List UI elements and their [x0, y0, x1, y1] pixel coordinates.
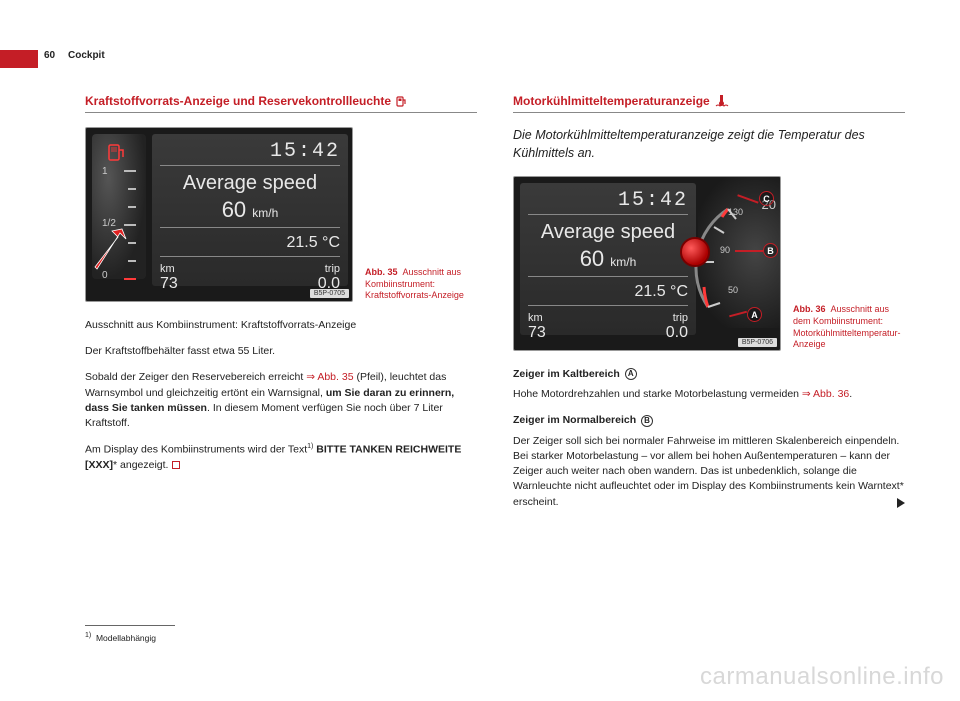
lcd-display: 15:42 Average speed 60 km/h 21.5 °C km73… — [152, 134, 348, 286]
heading-text: Kraftstoffvorrats-Anzeige und Reservekon… — [85, 94, 391, 108]
figure-35-caption: Abb. 35 Ausschnitt aus Kombiinstrument: … — [365, 267, 477, 302]
right-h2: Zeiger im Normalbereich B — [513, 413, 905, 428]
lcd-main-label: Average speed — [160, 172, 340, 195]
dial-130: 130 — [728, 207, 743, 217]
temp-gauge-panel: 130 90 50 20 C B A — [698, 177, 780, 328]
marker-c: C — [759, 191, 774, 206]
red-knob — [680, 237, 710, 267]
left-p4: Am Display des Kombiinstruments wird der… — [85, 442, 477, 473]
red-arrow-icon — [92, 221, 132, 271]
left-column: Kraftstoffvorrats-Anzeige und Reservekon… — [85, 94, 477, 521]
marker-a: A — [747, 307, 762, 322]
lcd-bottom-row: km73 trip0.0 — [528, 312, 688, 342]
figure-36-row: 15:42 Average speed 60 km/h 21.5 °C km73… — [513, 176, 905, 351]
figure-35: 1 1/2 0 15:42 — [85, 127, 353, 302]
lcd-time: 15:42 — [160, 140, 340, 163]
section-title: Cockpit — [68, 50, 105, 61]
continue-icon — [897, 498, 905, 508]
fuel-gauge-panel: 1 1/2 0 — [92, 134, 146, 279]
fuel-pump-red-icon — [108, 142, 126, 162]
left-heading: Kraftstoffvorrats-Anzeige und Reservekon… — [85, 94, 477, 113]
lcd-temp: 21.5 °C — [160, 234, 340, 252]
fuel-label-empty: 0 — [102, 270, 108, 281]
right-h1: Zeiger im Kaltbereich A — [513, 367, 905, 382]
figure-code: B5P-0706 — [738, 338, 777, 347]
right-column: Motorkühlmitteltemperaturanzeige Die Mot… — [513, 94, 905, 521]
letter-b-icon: B — [641, 415, 653, 427]
dial-50: 50 — [728, 285, 738, 295]
fuel-pump-icon — [396, 95, 408, 107]
lcd-time: 15:42 — [528, 189, 688, 212]
coolant-temp-icon — [715, 95, 729, 107]
figure-35-row: 1 1/2 0 15:42 — [85, 127, 477, 302]
content-columns: Kraftstoffvorrats-Anzeige und Reservekon… — [85, 94, 905, 521]
lcd-temp: 21.5 °C — [528, 283, 688, 301]
marker-b: B — [763, 243, 778, 258]
page-tab — [0, 50, 38, 68]
left-p2: Der Kraftstoffbehälter fasst etwa 55 Lit… — [85, 344, 477, 359]
figure-36: 15:42 Average speed 60 km/h 21.5 °C km73… — [513, 176, 781, 351]
dial-90: 90 — [720, 245, 730, 255]
left-p1: Ausschnitt aus Kombiinstrument: Kraftsto… — [85, 318, 477, 333]
lcd-main-label: Average speed — [528, 221, 688, 244]
right-p1: Hohe Motordrehzahlen und starke Motorbel… — [513, 387, 905, 402]
right-subtitle: Die Motorkühlmitteltemperaturanzeige zei… — [513, 127, 905, 162]
heading-text: Motorkühlmitteltemperaturanzeige — [513, 94, 710, 108]
end-marker-icon — [172, 461, 180, 469]
lcd-speed: 60 km/h — [528, 246, 688, 272]
footnote-divider — [85, 625, 175, 626]
figure-code: B5P-0705 — [310, 289, 349, 298]
page-number: 60 — [44, 50, 55, 61]
footnote: 1) Modellabhängig — [85, 632, 156, 643]
letter-a-icon: A — [625, 368, 637, 380]
left-p3: Sobald der Zeiger den Reservebereich err… — [85, 370, 477, 431]
right-p2: Der Zeiger soll sich bei normaler Fahrwe… — [513, 434, 905, 510]
lcd-display: 15:42 Average speed 60 km/h 21.5 °C km73… — [520, 183, 696, 335]
fuel-label-full: 1 — [102, 166, 108, 177]
watermark: carmanualsonline.info — [700, 663, 944, 691]
figure-36-caption: Abb. 36 Ausschnitt aus dem Kombiinstrume… — [793, 304, 905, 351]
lcd-speed: 60 km/h — [160, 197, 340, 223]
right-heading: Motorkühlmitteltemperaturanzeige — [513, 94, 905, 113]
